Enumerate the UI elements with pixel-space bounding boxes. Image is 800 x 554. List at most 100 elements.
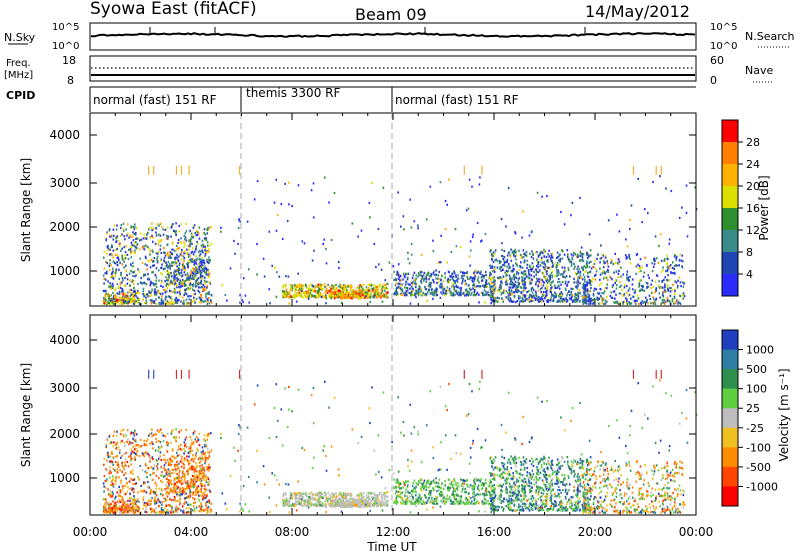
power-cell bbox=[417, 224, 419, 227]
power-cell bbox=[673, 302, 675, 305]
power-cell bbox=[372, 287, 375, 290]
power-cell bbox=[204, 267, 207, 270]
power-cell bbox=[618, 260, 621, 263]
power-cell bbox=[359, 284, 361, 287]
velocity-cell bbox=[209, 467, 211, 470]
velocity-cell bbox=[200, 479, 203, 482]
velocity-cell bbox=[207, 476, 209, 479]
power-cell bbox=[602, 277, 605, 280]
power-cell bbox=[613, 271, 615, 274]
power-cell bbox=[477, 285, 479, 288]
power-cell bbox=[565, 300, 568, 303]
velocity-cell bbox=[189, 487, 191, 490]
velocity-cell bbox=[187, 482, 190, 485]
power-cell bbox=[134, 223, 136, 226]
power-cell bbox=[273, 201, 276, 204]
power-cell bbox=[123, 284, 126, 287]
power-cell bbox=[568, 290, 570, 293]
power-cell bbox=[664, 285, 666, 288]
power-cell bbox=[518, 282, 521, 285]
power-cell bbox=[669, 301, 672, 304]
velocity-cell bbox=[183, 441, 186, 444]
power-cell bbox=[208, 272, 211, 275]
power-cell bbox=[431, 288, 433, 291]
power-cell bbox=[385, 283, 387, 286]
power-cell bbox=[417, 275, 419, 278]
power-cell bbox=[654, 291, 657, 294]
power-cell bbox=[198, 265, 200, 268]
power-cell bbox=[195, 259, 198, 262]
power-cell bbox=[398, 276, 401, 279]
power-cell bbox=[620, 266, 622, 269]
power-cell bbox=[505, 225, 507, 228]
power-cell bbox=[130, 225, 133, 229]
power-cell bbox=[421, 275, 424, 278]
power-cell bbox=[550, 257, 552, 260]
velocity-cell bbox=[143, 481, 145, 484]
power-cell bbox=[524, 277, 526, 280]
velocity-cell bbox=[137, 444, 140, 447]
velocity-cell bbox=[109, 508, 112, 511]
velocity-cell bbox=[125, 472, 127, 475]
power-cell bbox=[490, 266, 492, 270]
velocity-cell bbox=[171, 499, 173, 502]
power-cell bbox=[166, 254, 168, 257]
velocity-cell bbox=[147, 480, 149, 484]
velocity-cell bbox=[123, 441, 125, 444]
power-cell bbox=[189, 282, 192, 286]
velocity-cell bbox=[129, 492, 131, 495]
velocity-cell bbox=[208, 463, 210, 466]
power-cell bbox=[124, 292, 126, 295]
power-cell bbox=[677, 301, 680, 304]
velocity-cell bbox=[105, 511, 108, 514]
power-cell bbox=[493, 267, 496, 270]
velocity-cell bbox=[123, 509, 125, 512]
power-cell bbox=[449, 278, 451, 281]
velocity-cell bbox=[103, 507, 105, 510]
power-cell bbox=[200, 280, 203, 283]
power-cell bbox=[468, 287, 471, 290]
power-cell bbox=[563, 275, 565, 279]
velocity-cell bbox=[113, 506, 115, 509]
power-cell bbox=[455, 245, 458, 248]
power-cell bbox=[473, 284, 475, 287]
power-cell bbox=[654, 302, 657, 305]
power-cell bbox=[530, 269, 533, 272]
power-cell bbox=[118, 285, 120, 289]
velocity-cell bbox=[159, 451, 162, 454]
power-cell bbox=[586, 295, 589, 298]
power-cell bbox=[499, 261, 501, 264]
power-cell bbox=[171, 275, 173, 278]
velocity-cell bbox=[192, 454, 194, 457]
power-cell bbox=[502, 268, 504, 271]
velocity-cell bbox=[181, 505, 184, 508]
power-cell bbox=[459, 287, 461, 290]
power-cell bbox=[479, 285, 482, 288]
velocity-cell bbox=[145, 508, 147, 511]
velocity-cell bbox=[184, 487, 187, 490]
power-cell bbox=[130, 299, 132, 302]
power-cell bbox=[288, 291, 291, 294]
power-cell bbox=[160, 284, 162, 287]
power-cell bbox=[420, 289, 422, 292]
power-cell bbox=[124, 295, 126, 298]
power-cell bbox=[185, 222, 187, 225]
power-cell bbox=[384, 286, 386, 289]
power-cell bbox=[604, 272, 606, 275]
power-cell bbox=[576, 267, 578, 270]
power-cell bbox=[338, 288, 341, 291]
power-cell bbox=[537, 298, 540, 302]
power-cell bbox=[444, 276, 446, 279]
power-cell bbox=[369, 293, 371, 297]
power-cell bbox=[446, 279, 449, 282]
power-cell bbox=[208, 290, 210, 294]
power-cell bbox=[433, 270, 435, 273]
power-cell bbox=[116, 235, 119, 238]
power-cell bbox=[556, 263, 558, 267]
power-cell bbox=[204, 245, 206, 248]
power-cell bbox=[465, 289, 468, 292]
velocity-cell bbox=[197, 485, 200, 488]
velocity-cell bbox=[207, 508, 209, 511]
velocity-cell bbox=[201, 475, 204, 478]
power-cell bbox=[541, 292, 544, 296]
